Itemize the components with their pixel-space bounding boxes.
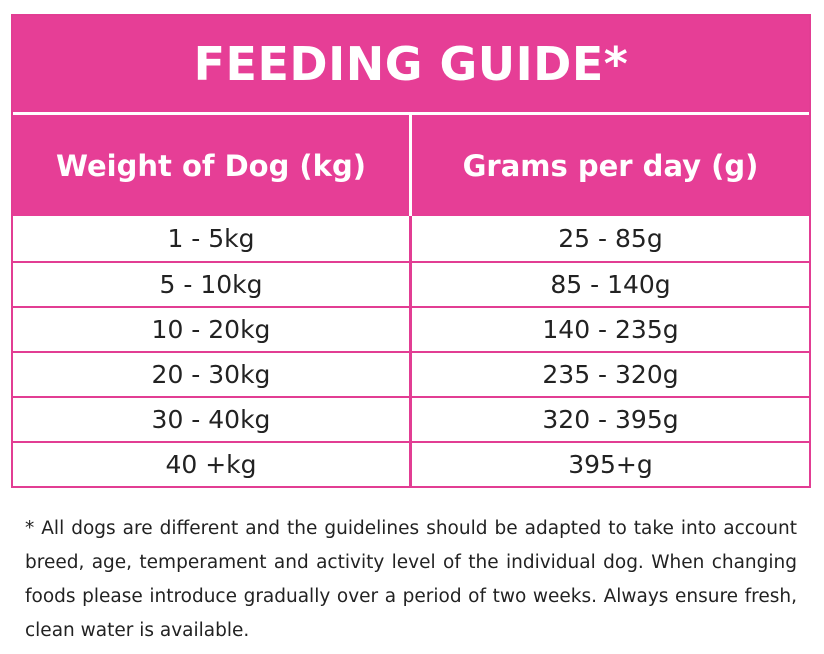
weight-cell: 10 - 20kg xyxy=(13,308,412,351)
feeding-guide-table: FEEDING GUIDE* Weight of Dog (kg) Grams … xyxy=(11,14,811,488)
table-row: 40 +kg 395+g xyxy=(13,441,809,486)
grams-cell: 320 - 395g xyxy=(542,405,679,434)
table-row: 10 - 20kg 140 - 235g xyxy=(13,306,809,351)
table-row: 30 - 40kg 320 - 395g xyxy=(13,396,809,441)
table-row: 20 - 30kg 235 - 320g xyxy=(13,351,809,396)
table-row: 1 - 5kg 25 - 85g xyxy=(13,216,809,261)
table-body: 1 - 5kg 25 - 85g 5 - 10kg 85 - 140g 10 - 2… xyxy=(13,216,809,486)
grams-cell: 85 - 140g xyxy=(550,270,671,299)
header-weight: Weight of Dog (kg) xyxy=(13,115,412,216)
table-row: 5 - 10kg 85 - 140g xyxy=(13,261,809,306)
header-row: Weight of Dog (kg) Grams per day (g) xyxy=(13,112,809,216)
grams-cell: 235 - 320g xyxy=(542,360,679,389)
weight-cell: 20 - 30kg xyxy=(13,353,412,396)
weight-cell: 40 +kg xyxy=(13,443,412,486)
table-title: FEEDING GUIDE* xyxy=(13,16,809,112)
weight-cell: 5 - 10kg xyxy=(13,263,412,306)
weight-cell: 1 - 5kg xyxy=(13,216,412,261)
grams-cell: 395+g xyxy=(568,450,653,479)
grams-cell: 25 - 85g xyxy=(558,224,663,253)
footnote: * All dogs are different and the guideli… xyxy=(25,518,797,641)
grams-cell: 140 - 235g xyxy=(542,315,679,344)
weight-cell: 30 - 40kg xyxy=(13,398,412,441)
header-grams: Grams per day (g) xyxy=(462,148,759,183)
